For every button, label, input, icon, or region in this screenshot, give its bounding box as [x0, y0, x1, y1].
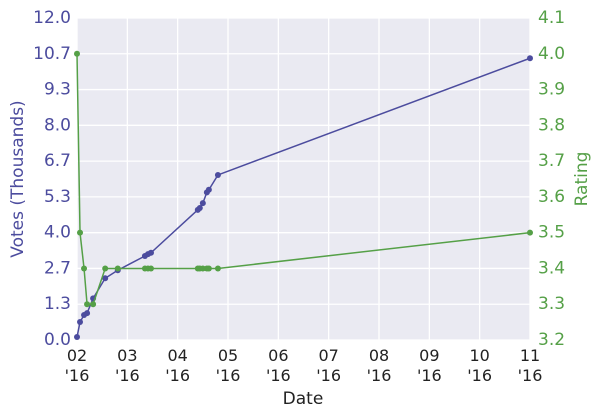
- plot-background: [77, 18, 530, 340]
- x-tick-label: 04 '16: [165, 346, 191, 385]
- y2-tick-label: 3.3: [538, 294, 565, 314]
- y2-axis-label: Rating: [572, 152, 592, 207]
- x-tick-label: 10 '16: [467, 346, 493, 385]
- y-tick-label: 2.7: [44, 258, 71, 278]
- data-point: [90, 301, 97, 308]
- data-point: [74, 334, 80, 341]
- y2-tick-label: 3.6: [538, 187, 565, 207]
- y2-tick-label: 3.2: [538, 330, 565, 350]
- data-point: [77, 319, 84, 326]
- data-point: [527, 55, 533, 62]
- y-tick-label: 6.7: [44, 151, 71, 171]
- x-tick-label: 08 '16: [366, 346, 392, 385]
- data-point: [74, 50, 80, 57]
- x-tick-label: 07 '16: [316, 346, 342, 385]
- data-point: [214, 171, 221, 178]
- x-tick-label: 11 '16: [517, 346, 543, 385]
- x-tick-label: 05 '16: [215, 346, 241, 385]
- data-point: [77, 229, 84, 236]
- y-tick-label: 9.3: [44, 80, 71, 100]
- data-point: [147, 265, 154, 272]
- data-point: [81, 265, 88, 272]
- x-tick-label: 02 '16: [64, 346, 90, 385]
- data-point: [114, 265, 121, 272]
- data-point: [205, 186, 212, 193]
- y2-tick-label: 4.1: [538, 8, 565, 28]
- data-point: [147, 249, 154, 256]
- data-point: [102, 275, 109, 282]
- y-tick-label: 10.7: [33, 44, 71, 64]
- y-tick-label: 5.3: [44, 187, 71, 207]
- data-point: [527, 229, 533, 236]
- y-tick-label: 4.0: [44, 223, 71, 243]
- y2-tick-label: 3.4: [538, 258, 565, 278]
- y-tick-label: 8.0: [44, 115, 71, 135]
- y2-tick-label: 3.7: [538, 151, 565, 171]
- data-point: [196, 204, 203, 211]
- data-point: [199, 200, 206, 207]
- x-tick-label: 09 '16: [416, 346, 442, 385]
- data-point: [214, 265, 221, 272]
- y-tick-label: 12.0: [33, 8, 71, 28]
- y2-tick-label: 3.9: [538, 80, 565, 100]
- y-tick-label: 0.0: [44, 330, 71, 350]
- y2-tick-label: 4.0: [538, 44, 565, 64]
- data-point: [84, 310, 91, 317]
- y-tick-label: 1.3: [44, 294, 71, 314]
- x-axis-label: Date: [283, 389, 324, 409]
- y2-tick-label: 3.5: [538, 223, 565, 243]
- y2-tick-label: 3.8: [538, 115, 565, 135]
- data-point: [102, 265, 109, 272]
- x-tick-label: 06 '16: [265, 346, 291, 385]
- y-axis-label: Votes (Thousands): [8, 100, 28, 257]
- data-point: [205, 265, 212, 272]
- x-tick-label: 03 '16: [114, 346, 140, 385]
- data-point: [84, 301, 91, 308]
